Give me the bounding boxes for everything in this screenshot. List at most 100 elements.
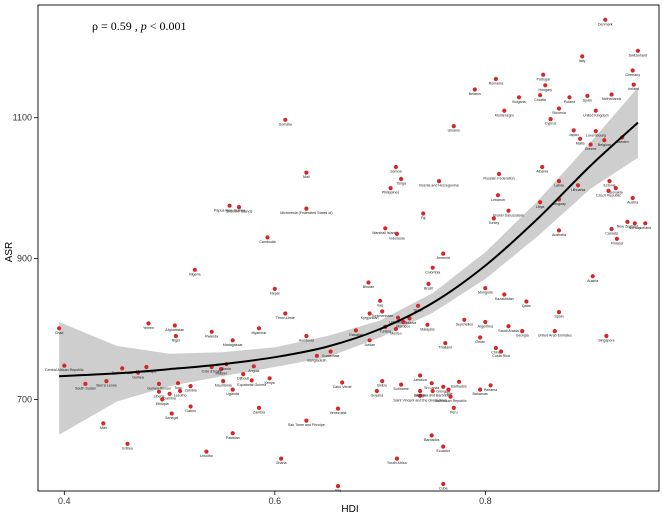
data-point [491, 216, 496, 221]
point-label: Colombia [425, 270, 440, 274]
point-label: Samoa [390, 170, 401, 174]
point-label: Mali [100, 426, 107, 430]
data-point [451, 405, 456, 410]
data-point [314, 353, 319, 358]
data-point [436, 179, 442, 184]
data-point [593, 108, 598, 113]
point-label: Kenya [264, 381, 274, 385]
data-point [607, 179, 612, 184]
point-label: Nepal [270, 292, 280, 296]
point-label: Guyana [371, 394, 384, 398]
point-label: Luxembourg [586, 134, 606, 138]
point-label: Malta [576, 141, 585, 145]
point-label: Singapore [598, 339, 614, 343]
data-point [625, 219, 630, 224]
data-point [571, 128, 576, 133]
data-point [603, 17, 608, 22]
point-label: Djibouti [237, 377, 249, 381]
point-label: Pakistan [226, 436, 240, 440]
data-point [429, 381, 434, 386]
point-label: Italy [579, 59, 586, 63]
point-label: Guatemala [322, 354, 340, 358]
point-label: Portugal [537, 77, 551, 81]
data-point [456, 379, 462, 384]
point-label: Philippines [382, 191, 400, 195]
point-label: Germany [625, 73, 640, 77]
point-label: Sao Tome and Principe [288, 423, 325, 427]
point-label: Thailand [438, 346, 452, 350]
data-point [593, 129, 598, 134]
correlation-annotation: ρ = 0.59 , p < 0.001 [92, 19, 187, 33]
data-point [304, 333, 309, 339]
point-label: Yemen [143, 326, 154, 330]
data-point [543, 83, 548, 88]
data-point [188, 384, 193, 389]
data-point [230, 387, 235, 392]
point-label: Iraq [335, 489, 341, 493]
data-point [395, 315, 401, 320]
point-label: Qatar [522, 304, 532, 308]
point-label: Brazil [424, 287, 433, 291]
point-label: Tunisia [380, 330, 391, 334]
data-point [399, 176, 404, 182]
point-label: Latvia [554, 184, 564, 188]
data-point [441, 444, 446, 449]
data-point [604, 333, 609, 339]
data-point [146, 321, 151, 326]
data-point [374, 388, 379, 394]
point-label: Turkmenistan [371, 314, 393, 318]
point-label: Armenia [437, 256, 450, 260]
point-label: Kyrgyzstan [361, 316, 379, 320]
data-point [451, 124, 456, 129]
point-label: Togo [174, 386, 182, 390]
data-point [493, 76, 498, 82]
data-point [502, 108, 507, 113]
data-point [304, 418, 309, 423]
point-label: South Africa [387, 461, 406, 465]
point-label: Ecuador [437, 449, 451, 453]
point-label: Saint Vincent and the Grenadines [393, 399, 447, 403]
point-label: United Arab Emirates [538, 334, 572, 338]
point-label: Fiji [421, 216, 426, 220]
point-label: Cuba [439, 487, 448, 491]
data-point [506, 324, 511, 329]
point-label: Belarus [469, 92, 481, 96]
data-point [538, 93, 543, 98]
data-point [418, 373, 423, 378]
point-label: Malawi [216, 372, 227, 376]
fit-line [59, 121, 639, 378]
point-label: Denmark [598, 22, 613, 26]
x-tick-label: 0.4 [58, 496, 71, 506]
data-point [256, 326, 262, 331]
point-label: Slovenia [552, 111, 566, 115]
point-label: Zambia [185, 389, 197, 393]
data-point [614, 236, 620, 241]
point-label: Romania [489, 82, 503, 86]
data-point [388, 186, 393, 191]
data-point [340, 380, 345, 385]
point-label: Russian Federation [483, 177, 514, 181]
point-label: Indonesia [389, 237, 405, 241]
point-label: Czech Republic [596, 194, 621, 198]
point-label: Hungary [539, 88, 553, 92]
point-label: Eswatini [349, 333, 363, 337]
data-point [630, 68, 635, 73]
point-label: Bhutan [363, 285, 374, 289]
data-point [606, 188, 611, 193]
point-label: Austria [587, 279, 598, 283]
data-point [499, 349, 504, 354]
point-label: Australia [552, 233, 566, 237]
point-label: Canada [605, 232, 618, 236]
point-label: Lesotho [174, 394, 187, 398]
data-point [556, 179, 562, 184]
data-point [120, 366, 125, 371]
data-point [393, 326, 398, 332]
data-point [175, 381, 181, 386]
data-point [609, 226, 614, 232]
data-point [609, 92, 614, 97]
point-label: Kazakhstan [495, 297, 514, 301]
point-label: Tonga [396, 182, 406, 186]
data-point [602, 138, 607, 143]
data-point [493, 345, 498, 351]
point-label: Papua New Guinea [214, 208, 245, 212]
